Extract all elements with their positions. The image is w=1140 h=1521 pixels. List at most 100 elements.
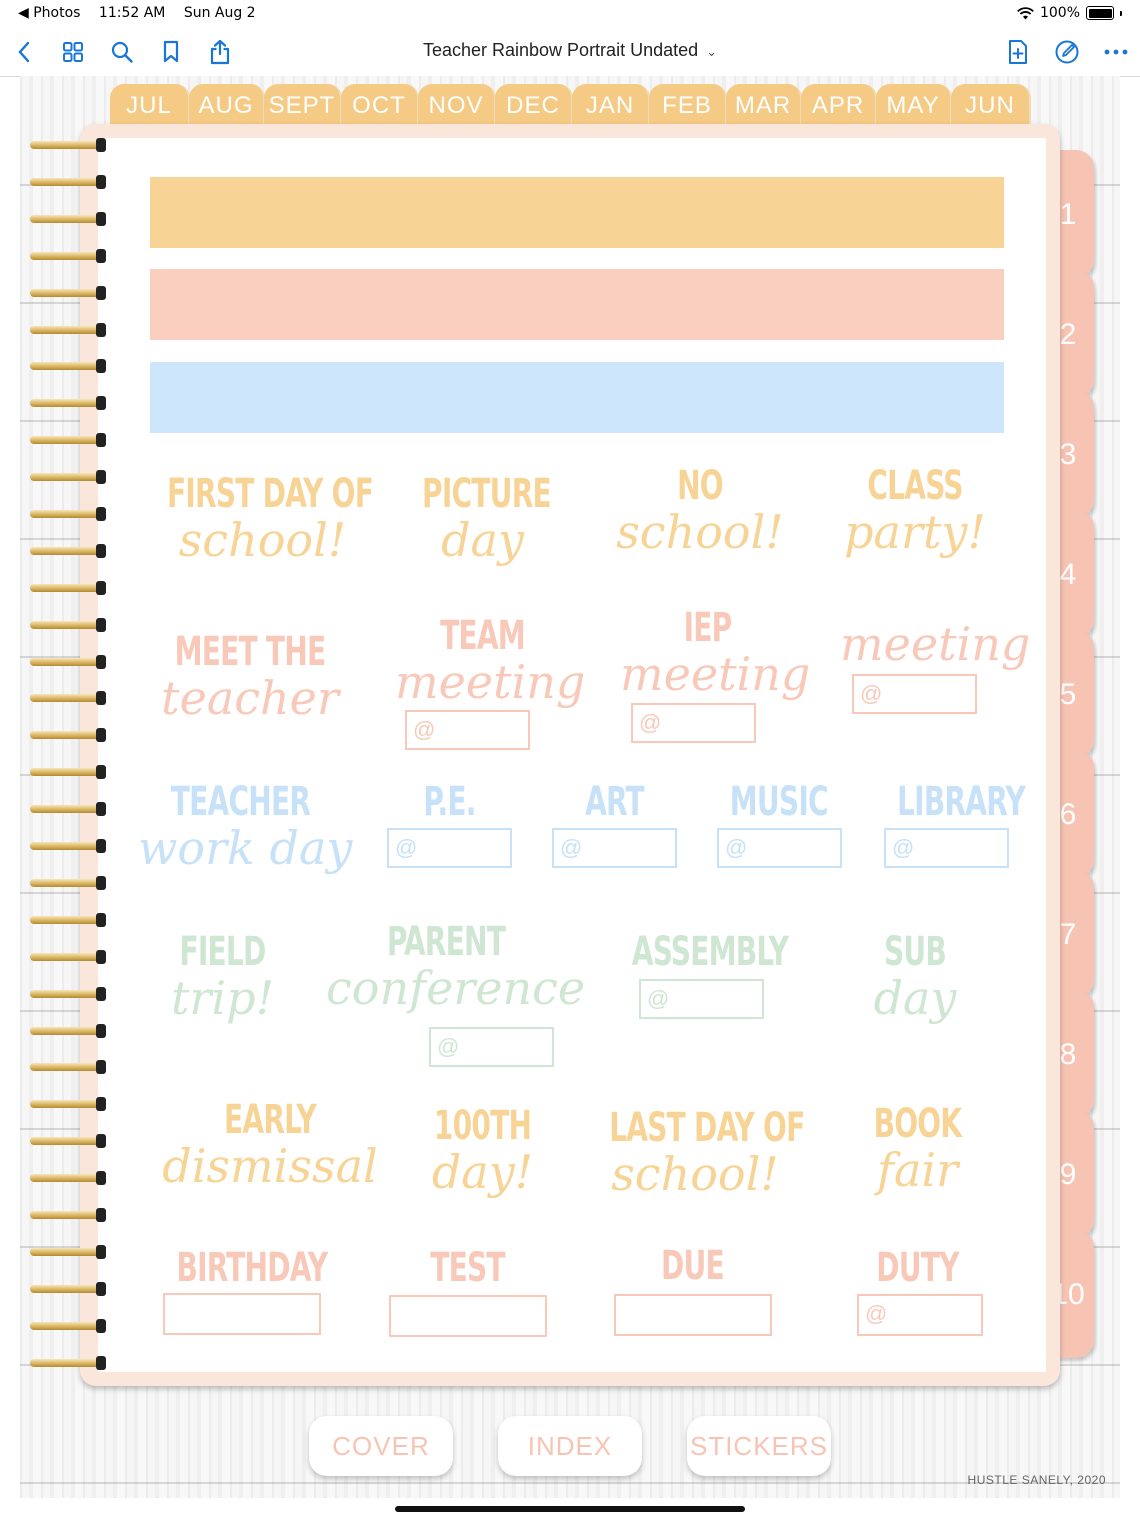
- sticker-book-fair[interactable]: BOOK fair: [855, 1102, 980, 1194]
- sticker-pe[interactable]: P.E.: [387, 780, 512, 824]
- spiral-ring: [30, 212, 108, 226]
- sticker-last-day-of-school[interactable]: LAST DAY OF school!: [585, 1106, 805, 1198]
- parent-conference-location-box[interactable]: @: [429, 1027, 554, 1067]
- sticker-first-day-of-school[interactable]: FIRST DAY OF school!: [140, 472, 385, 564]
- sticker-art[interactable]: ART: [552, 780, 677, 824]
- back-icon[interactable]: [10, 38, 38, 66]
- month-tab-dec[interactable]: DEC: [495, 84, 573, 124]
- chevron-down-icon: ⌄: [706, 44, 718, 59]
- sticker-title: TEST: [430, 1245, 505, 1291]
- sticker-music[interactable]: MUSIC: [716, 780, 841, 824]
- cover-button[interactable]: COVER: [309, 1416, 453, 1476]
- sticker-class-party[interactable]: CLASS party!: [835, 464, 995, 556]
- due-write-box[interactable]: [614, 1294, 772, 1336]
- status-date: Sun Aug 2: [183, 5, 256, 21]
- sticker-100th-day[interactable]: 100TH day!: [415, 1104, 550, 1196]
- sticker-meet-the-teacher[interactable]: MEET THE teacher: [150, 630, 350, 722]
- add-page-icon[interactable]: [1004, 38, 1032, 66]
- month-tab-jun[interactable]: JUN: [951, 84, 1031, 124]
- sticker-title: BOOK: [873, 1101, 963, 1147]
- spiral-ring: [30, 1134, 108, 1148]
- sticker-script: teacher: [161, 671, 339, 725]
- spiral-ring: [30, 1024, 108, 1038]
- month-tab-nov[interactable]: NOV: [418, 84, 496, 124]
- month-tab-mar[interactable]: MAR: [726, 84, 802, 124]
- section-tab-label: 7: [1059, 918, 1077, 951]
- meeting-location-box[interactable]: @: [852, 674, 977, 714]
- more-icon[interactable]: [1102, 38, 1130, 66]
- sticker-script: meeting: [395, 655, 586, 709]
- document-title-menu[interactable]: Teacher Rainbow Portrait Undated ⌄: [0, 40, 1140, 61]
- test-write-box[interactable]: [389, 1295, 547, 1337]
- sticker-title: IEP: [683, 605, 733, 651]
- sticker-meeting[interactable]: meeting: [840, 620, 1030, 668]
- sticker-sub-day[interactable]: SUB day: [860, 930, 970, 1022]
- sticker-early-dismissal[interactable]: EARLY dismissal: [155, 1098, 385, 1190]
- search-icon[interactable]: [108, 38, 136, 66]
- month-tab-apr[interactable]: APR: [801, 84, 877, 124]
- sticker-title: BIRTHDAY: [176, 1245, 328, 1291]
- markup-icon[interactable]: [1053, 38, 1081, 66]
- spiral-ring: [30, 470, 108, 484]
- sticker-no-school[interactable]: NO school!: [590, 464, 810, 556]
- share-icon[interactable]: [206, 38, 234, 66]
- spiral-ring: [30, 507, 108, 521]
- sticker-birthday[interactable]: BIRTHDAY: [158, 1245, 328, 1291]
- month-tab-jul[interactable]: JUL: [110, 84, 190, 124]
- birthday-write-box[interactable]: [163, 1293, 321, 1335]
- sticker-script: dismissal: [162, 1139, 378, 1193]
- pe-location-box[interactable]: @: [387, 828, 512, 868]
- sticker-title: EARLY: [224, 1097, 317, 1143]
- spiral-ring: [30, 987, 108, 1001]
- blue-bar-sticker[interactable]: [150, 362, 1004, 433]
- sticker-library[interactable]: LIBRARY: [883, 780, 1026, 824]
- grid-icon[interactable]: [59, 38, 87, 66]
- sticker-title: LAST DAY OF: [609, 1105, 805, 1151]
- battery-tip: [1120, 10, 1122, 16]
- month-tab-oct[interactable]: OCT: [341, 84, 419, 124]
- stickers-button[interactable]: STICKERS: [687, 1416, 831, 1476]
- sticker-iep-meeting[interactable]: IEP meeting: [620, 605, 810, 698]
- sticker-title: DUTY: [876, 1245, 959, 1291]
- duty-location-box[interactable]: @: [857, 1294, 983, 1336]
- section-tab-label: 1: [1059, 198, 1077, 231]
- spiral-ring: [30, 1245, 108, 1259]
- bookmark-icon[interactable]: [157, 38, 185, 66]
- section-tab-label: 2: [1059, 318, 1077, 351]
- back-to-photos-link[interactable]: ◀ Photos: [18, 5, 81, 21]
- month-tab-aug[interactable]: AUG: [189, 84, 265, 124]
- sticker-assembly[interactable]: ASSEMBLY: [612, 930, 792, 974]
- month-tab-jan[interactable]: JAN: [572, 84, 650, 124]
- sticker-title: ASSEMBLY: [631, 929, 789, 975]
- sticker-teacher-work-day[interactable]: TEACHER work day: [138, 780, 352, 872]
- art-location-box[interactable]: @: [552, 828, 677, 868]
- spiral-ring: [30, 1171, 108, 1185]
- spiral-ring: [30, 323, 108, 337]
- sticker-duty[interactable]: DUTY: [855, 1246, 980, 1290]
- wifi-icon: [1017, 6, 1034, 19]
- sticker-title: FIELD: [179, 929, 266, 975]
- spiral-ring: [30, 913, 108, 927]
- spiral-ring: [30, 728, 108, 742]
- sticker-team-meeting[interactable]: TEAM meeting: [395, 614, 586, 709]
- home-indicator[interactable]: [395, 1506, 745, 1512]
- pink-bar-sticker[interactable]: [150, 269, 1004, 340]
- sticker-field-trip[interactable]: FIELD trip!: [160, 930, 285, 1022]
- sticker-due[interactable]: DUE: [615, 1244, 770, 1288]
- iep-meeting-location-box[interactable]: @: [631, 703, 756, 743]
- team-meeting-location-box[interactable]: @: [405, 710, 530, 750]
- sticker-parent-conference[interactable]: PARENT conference: [326, 920, 585, 1012]
- index-button[interactable]: INDEX: [498, 1416, 642, 1476]
- library-location-box[interactable]: @: [884, 828, 1009, 868]
- assembly-location-box[interactable]: @: [639, 979, 764, 1019]
- credit-text: HUSTLE SANELY, 2020: [967, 1473, 1106, 1487]
- music-location-box[interactable]: @: [717, 828, 842, 868]
- yellow-bar-sticker[interactable]: [150, 177, 1004, 248]
- sticker-test[interactable]: TEST: [390, 1246, 545, 1290]
- month-tab-feb[interactable]: FEB: [649, 84, 727, 124]
- month-tab-may[interactable]: MAY: [876, 84, 952, 124]
- month-tab-sept[interactable]: SEPT: [264, 84, 342, 124]
- section-tab-label: 6: [1059, 798, 1077, 831]
- spiral-ring: [30, 1282, 108, 1296]
- sticker-picture-day[interactable]: PICTURE day: [405, 472, 560, 564]
